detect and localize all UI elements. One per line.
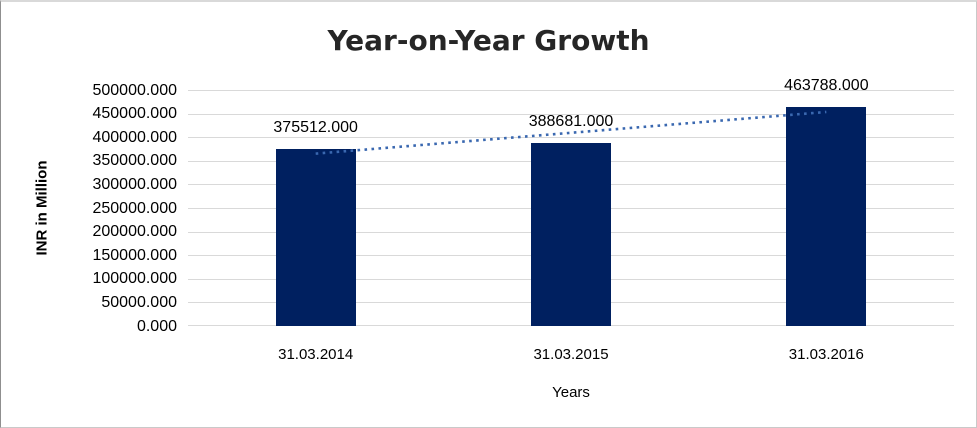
bar-31.03.2016 bbox=[786, 107, 867, 326]
y-tick-label: 200000.000 bbox=[92, 223, 177, 241]
y-tick-label: 450000.000 bbox=[92, 105, 177, 123]
y-axis-tick-labels: 500000.000 450000.000 400000.000 350000.000… bbox=[1, 82, 177, 335]
y-tick-label: 400000.000 bbox=[92, 128, 177, 146]
data-label: 388681.000 bbox=[528, 112, 614, 130]
x-tick-label: 31.03.2014 bbox=[278, 346, 354, 363]
y-tick-label: 100000.000 bbox=[92, 270, 177, 288]
y-tick-label: 0.000 bbox=[136, 317, 177, 335]
plot-area: 375512.000 388681.000 463788.000 bbox=[188, 77, 954, 326]
trendline bbox=[315, 110, 827, 155]
chart-title: Year-on-Year Growth bbox=[327, 24, 650, 57]
gridline bbox=[188, 90, 954, 91]
gridline bbox=[188, 113, 954, 115]
y-tick-label: 150000.000 bbox=[92, 246, 177, 264]
y-tick-label: 500000.000 bbox=[92, 81, 177, 99]
data-label: 375512.000 bbox=[273, 118, 358, 136]
y-tick-label: 250000.000 bbox=[92, 199, 177, 217]
bar-31.03.2015 bbox=[531, 142, 611, 326]
y-tick-label: 350000.000 bbox=[92, 152, 177, 170]
y-tick-label: 300000.000 bbox=[92, 175, 177, 193]
gridline bbox=[188, 137, 954, 139]
x-axis-title: Years bbox=[552, 384, 590, 401]
x-tick-label: 31.03.2016 bbox=[788, 346, 864, 363]
y-tick-label: 50000.000 bbox=[101, 293, 177, 311]
trendline-line bbox=[315, 110, 827, 155]
data-label: 463788.000 bbox=[784, 77, 869, 95]
x-axis-tick-labels: 31.03.2014 31.03.2015 31.03.2016 bbox=[188, 346, 954, 366]
bar-31.03.2014 bbox=[275, 148, 356, 326]
x-tick-label: 31.03.2015 bbox=[533, 346, 609, 363]
